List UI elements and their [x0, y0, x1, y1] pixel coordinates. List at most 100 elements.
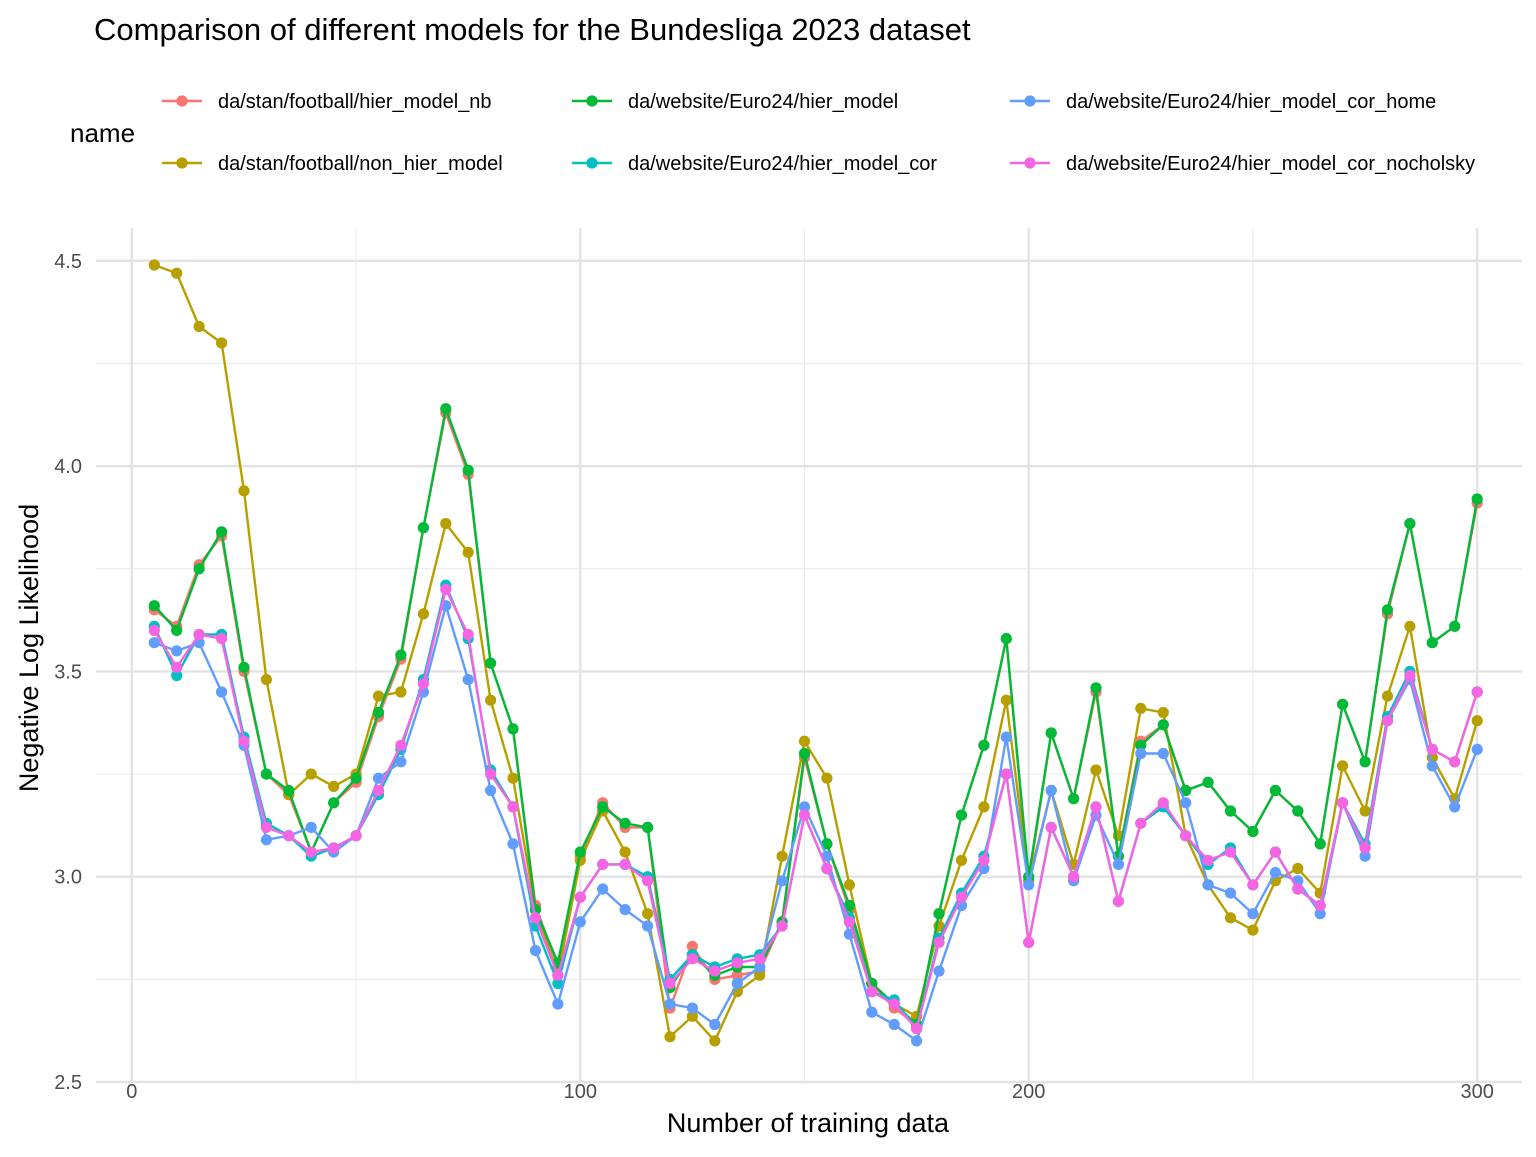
- data-point: [1247, 924, 1259, 936]
- data-point: [305, 846, 317, 858]
- data-point: [1381, 604, 1394, 616]
- data-point: [1269, 867, 1281, 879]
- data-point: [1180, 797, 1192, 809]
- data-point: [485, 694, 497, 706]
- legend-key-point: [586, 157, 598, 169]
- x-tick-label: 300: [1460, 1081, 1493, 1103]
- data-point: [955, 891, 968, 903]
- data-point: [417, 608, 429, 620]
- data-point: [440, 583, 452, 595]
- series-line: [153, 263, 1479, 1043]
- data-point: [148, 624, 160, 637]
- data-point: [1471, 715, 1483, 727]
- data-point: [485, 784, 497, 797]
- data-point: [642, 908, 654, 920]
- data-point: [507, 772, 519, 784]
- data-point: [731, 969, 743, 981]
- data-point: [619, 858, 631, 871]
- data-point: [216, 633, 228, 645]
- data-point: [507, 838, 519, 850]
- data-point: [507, 723, 519, 735]
- data-point: [866, 986, 878, 998]
- data-point: [843, 916, 856, 928]
- data-point: [1359, 756, 1371, 768]
- data-point: [372, 706, 385, 719]
- data-point: [731, 957, 743, 969]
- data-point: [1314, 899, 1326, 912]
- data-point: [440, 403, 452, 415]
- x-tick-label: 0: [126, 1081, 137, 1103]
- data-point: [328, 797, 340, 809]
- data-point: [1381, 715, 1394, 727]
- data-point: [754, 969, 766, 981]
- data-point: [1359, 805, 1371, 817]
- data-point: [193, 628, 205, 641]
- y-axis-label: Negative Log Likelihood: [14, 504, 44, 792]
- legend-item: da/stan/football/non_hier_model: [162, 153, 503, 175]
- data-point: [776, 850, 788, 862]
- legend-key-point: [586, 95, 598, 107]
- data-point: [664, 998, 676, 1010]
- data-point: [1180, 830, 1192, 842]
- series-4: [148, 579, 1483, 1035]
- data-point: [978, 739, 990, 751]
- data-point: [888, 998, 900, 1010]
- data-point: [395, 739, 407, 751]
- data-point: [1045, 784, 1057, 797]
- data-point: [216, 526, 228, 538]
- series-line: [153, 584, 1479, 1030]
- data-point: [686, 1010, 699, 1022]
- data-point: [171, 267, 183, 279]
- data-point: [1000, 633, 1012, 645]
- data-point: [1090, 764, 1102, 776]
- data-point: [821, 862, 833, 875]
- data-point: [888, 1018, 900, 1031]
- data-point: [1135, 739, 1147, 751]
- data-point: [597, 801, 609, 813]
- y-tick-label: 3.5: [54, 661, 82, 683]
- data-point: [1404, 620, 1416, 632]
- data-point: [440, 518, 452, 530]
- data-point: [395, 756, 407, 768]
- data-point: [283, 784, 295, 797]
- data-point: [417, 522, 429, 534]
- data-point: [1471, 743, 1483, 756]
- data-point: [305, 768, 317, 780]
- data-point: [1449, 801, 1461, 813]
- legend-item: da/website/Euro24/hier_model_cor_nochols…: [1010, 153, 1475, 175]
- data-point: [1045, 821, 1057, 834]
- data-point: [171, 624, 183, 637]
- series-2: [148, 259, 1483, 1047]
- data-point: [350, 830, 362, 842]
- data-point: [754, 953, 766, 965]
- data-point: [843, 879, 856, 891]
- data-point: [462, 464, 474, 476]
- legend-label: da/website/Euro24/hier_model_cor: [628, 153, 937, 175]
- legend-label: da/stan/football/non_hier_model: [218, 153, 503, 175]
- data-point: [798, 809, 811, 821]
- data-point: [1000, 731, 1012, 743]
- y-tick-label: 3.0: [54, 867, 82, 889]
- data-point: [1135, 747, 1147, 760]
- data-point: [507, 801, 519, 813]
- data-point: [1426, 760, 1438, 772]
- data-point: [238, 661, 250, 673]
- data-point: [1224, 805, 1237, 817]
- data-point: [1135, 702, 1147, 715]
- legend-item: da/website/Euro24/hier_model_cor: [572, 153, 937, 175]
- data-point: [1449, 756, 1461, 768]
- data-point: [1202, 776, 1214, 788]
- data-point: [1068, 871, 1080, 883]
- grid: [96, 228, 1522, 1084]
- data-point: [1000, 694, 1012, 706]
- data-point: [574, 891, 586, 903]
- data-point: [664, 1031, 676, 1043]
- series-line: [153, 407, 1479, 1026]
- data-point: [305, 821, 317, 834]
- data-point: [328, 842, 340, 854]
- x-tick-label: 100: [564, 1081, 597, 1103]
- data-point: [709, 1018, 721, 1031]
- data-point: [866, 1006, 878, 1018]
- data-point: [1404, 669, 1416, 682]
